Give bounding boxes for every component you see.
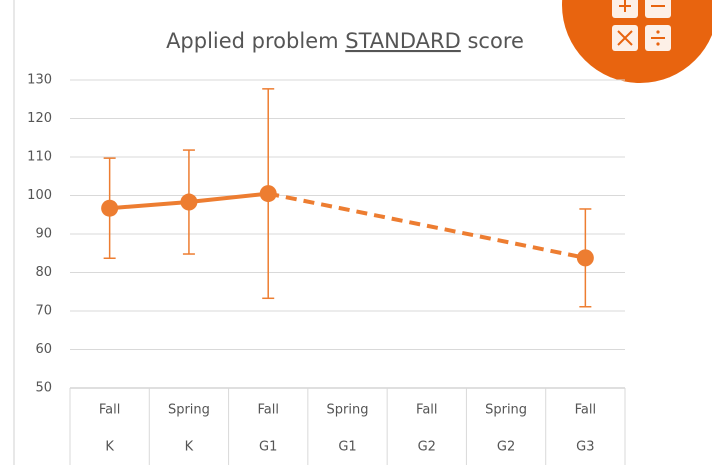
y-tick-label: 90: [35, 227, 52, 242]
y-tick-label: 110: [27, 150, 52, 165]
gap-connector: [267, 191, 586, 260]
y-tick-label: 120: [27, 111, 52, 126]
y-tick-label: 70: [35, 304, 52, 319]
y-tick-label: 50: [35, 381, 52, 396]
y-tick-label: 80: [35, 265, 52, 280]
x-tick-label: Spring: [485, 403, 527, 418]
x-group-label: G2: [497, 440, 515, 455]
x-tick-label: Fall: [416, 403, 437, 418]
title-emphasis: STANDARD: [345, 29, 461, 53]
x-tick-label: Spring: [168, 403, 210, 418]
x-group-label: K: [105, 440, 114, 455]
data-point: [101, 199, 119, 217]
title-text: score: [467, 29, 523, 53]
x-group-label: G3: [576, 440, 594, 455]
title-text: Applied problem: [166, 29, 339, 53]
y-tick-label: 130: [27, 73, 52, 88]
x-group-label: G1: [259, 440, 277, 455]
data-point: [180, 193, 198, 211]
x-tick-label: Fall: [99, 403, 120, 418]
y-tick-label: 100: [27, 188, 52, 203]
chart-title: Applied problem STANDARD score: [166, 29, 524, 53]
x-group-label: G2: [418, 440, 436, 455]
x-group-label: K: [185, 440, 194, 455]
x-tick-label: Spring: [327, 403, 369, 418]
calculator-icon: [562, 0, 712, 83]
x-group-label: G1: [338, 440, 356, 455]
x-tick-label: Fall: [575, 403, 596, 418]
y-tick-label: 60: [35, 342, 52, 357]
data-point: [259, 185, 277, 203]
data-point: [576, 249, 594, 267]
x-tick-label: Fall: [257, 403, 278, 418]
